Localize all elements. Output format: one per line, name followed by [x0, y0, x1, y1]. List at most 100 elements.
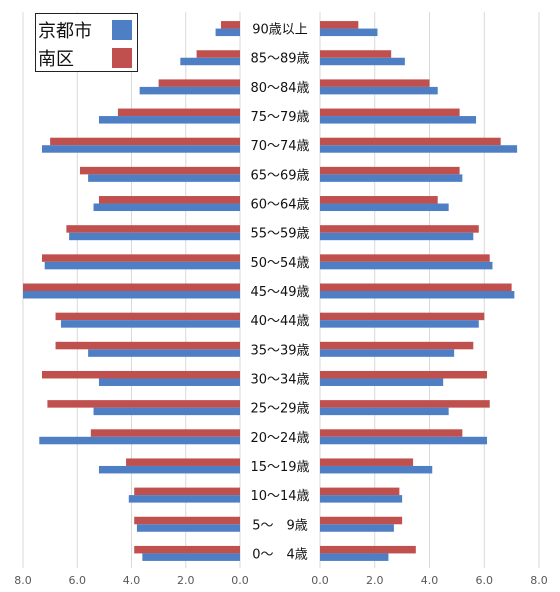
category-label-5: 65〜69歳 — [250, 168, 309, 183]
bar-left-minami-7 — [66, 225, 241, 233]
category-label-0: 90歳以上 — [252, 23, 308, 38]
bar-left-kyoto-2 — [139, 86, 240, 95]
bar-left-minami-2 — [158, 79, 240, 87]
bar-right-kyoto-18 — [320, 553, 389, 561]
bar-left-kyoto-1 — [180, 57, 240, 66]
bar-left-kyoto-6 — [93, 203, 241, 212]
bar-left-kyoto-3 — [98, 116, 240, 124]
legend-swatch-minami — [112, 48, 132, 68]
category-label-7: 55〜59歳 — [250, 227, 309, 242]
tick-label-right-2: 4.0 — [421, 574, 439, 587]
bar-right-minami-9 — [320, 283, 512, 291]
bar-left-minami-12 — [41, 370, 240, 379]
bar-right-kyoto-9 — [320, 291, 515, 299]
bar-left-kyoto-14 — [39, 436, 241, 445]
bar-right-kyoto-7 — [320, 232, 474, 241]
chart-legend: 京都市 南区 — [35, 13, 138, 72]
bar-left-minami-16 — [134, 487, 240, 496]
bar-left-minami-10 — [55, 312, 240, 321]
bar-right-minami-8 — [320, 254, 490, 262]
bar-right-kyoto-12 — [320, 378, 444, 386]
category-label-14: 20〜24歳 — [250, 431, 309, 446]
bar-right-kyoto-3 — [320, 116, 477, 124]
bar-right-minami-14 — [320, 429, 463, 437]
bar-left-kyoto-10 — [60, 320, 240, 328]
bar-right-kyoto-16 — [320, 495, 403, 503]
category-label-11: 35〜39歳 — [250, 343, 309, 358]
bar-left-kyoto-4 — [41, 145, 240, 153]
category-label-15: 15〜19歳 — [250, 460, 309, 475]
tick-label-right-4: 8.0 — [530, 574, 548, 587]
category-label-2: 80〜84歳 — [250, 81, 309, 96]
bar-right-minami-12 — [320, 370, 487, 379]
bar-right-minami-17 — [320, 516, 403, 525]
legend-label-minami: 南区 — [38, 49, 74, 70]
bar-right-kyoto-14 — [320, 436, 487, 445]
bar-left-minami-15 — [126, 458, 240, 466]
legend-entry-minami: 南区 — [38, 45, 132, 71]
category-label-13: 25〜29歳 — [250, 402, 309, 417]
bar-right-minami-5 — [320, 166, 460, 175]
bar-right-kyoto-1 — [320, 57, 405, 66]
bar-left-minami-4 — [50, 137, 240, 146]
bar-left-kyoto-8 — [44, 261, 241, 270]
bar-left-kyoto-9 — [23, 291, 240, 299]
tick-label-left-0: 8.0 — [14, 574, 32, 587]
bar-left-minami-14 — [90, 429, 240, 437]
bar-right-kyoto-11 — [320, 349, 455, 357]
bar-right-kyoto-10 — [320, 320, 479, 328]
category-label-8: 50〜54歳 — [250, 256, 309, 271]
legend-entry-kyoto: 京都市 — [38, 17, 132, 43]
bar-left-kyoto-13 — [93, 407, 241, 416]
bar-right-kyoto-17 — [320, 524, 394, 532]
bar-left-minami-11 — [55, 341, 240, 350]
bar-right-kyoto-8 — [320, 261, 493, 270]
bar-left-minami-3 — [117, 108, 240, 117]
tick-label-left-4: 0.0 — [231, 574, 249, 587]
legend-swatch-kyoto — [112, 20, 132, 40]
tick-label-left-3: 2.0 — [177, 574, 195, 587]
category-label-18: 0〜 4歳 — [252, 547, 308, 562]
bar-left-minami-6 — [98, 196, 240, 204]
bar-left-kyoto-7 — [69, 232, 240, 241]
bar-right-minami-3 — [320, 108, 460, 117]
bar-right-minami-6 — [320, 196, 438, 204]
category-label-4: 70〜74歳 — [250, 139, 309, 154]
bar-left-kyoto-18 — [142, 553, 240, 561]
bar-right-minami-10 — [320, 312, 485, 321]
bar-right-kyoto-6 — [320, 203, 449, 212]
tick-label-left-2: 4.0 — [123, 574, 141, 587]
bar-left-kyoto-5 — [88, 174, 240, 182]
bar-left-kyoto-16 — [128, 495, 240, 503]
category-label-1: 85〜89歳 — [250, 52, 309, 67]
bar-right-minami-2 — [320, 79, 430, 87]
tick-label-right-1: 2.0 — [366, 574, 384, 587]
category-label-16: 10〜14歳 — [250, 489, 309, 504]
bar-right-kyoto-4 — [320, 145, 518, 153]
bar-right-minami-13 — [320, 400, 490, 408]
bar-left-minami-13 — [47, 400, 240, 408]
bar-right-minami-18 — [320, 545, 416, 554]
bar-right-minami-1 — [320, 50, 392, 58]
legend-label-kyoto: 京都市 — [38, 21, 92, 42]
bar-left-minami-8 — [41, 254, 240, 262]
bar-left-kyoto-12 — [98, 378, 240, 386]
bar-left-minami-5 — [79, 166, 241, 175]
category-label-17: 5〜 9歳 — [252, 518, 308, 533]
category-label-3: 75〜79歳 — [250, 110, 309, 125]
bar-right-kyoto-5 — [320, 174, 463, 182]
bar-left-kyoto-15 — [98, 465, 240, 474]
bar-left-kyoto-11 — [88, 349, 240, 357]
category-label-6: 60〜64歳 — [250, 198, 309, 213]
bar-right-minami-11 — [320, 341, 474, 350]
bar-right-minami-4 — [320, 137, 501, 146]
bar-left-minami-17 — [134, 516, 240, 525]
category-label-9: 45〜49歳 — [250, 285, 309, 300]
bar-left-minami-1 — [196, 50, 240, 58]
category-label-12: 30〜34歳 — [250, 372, 309, 387]
bar-right-minami-15 — [320, 458, 414, 466]
bar-left-minami-18 — [134, 545, 240, 554]
bar-left-minami-0 — [221, 21, 240, 29]
bar-right-minami-7 — [320, 225, 479, 233]
